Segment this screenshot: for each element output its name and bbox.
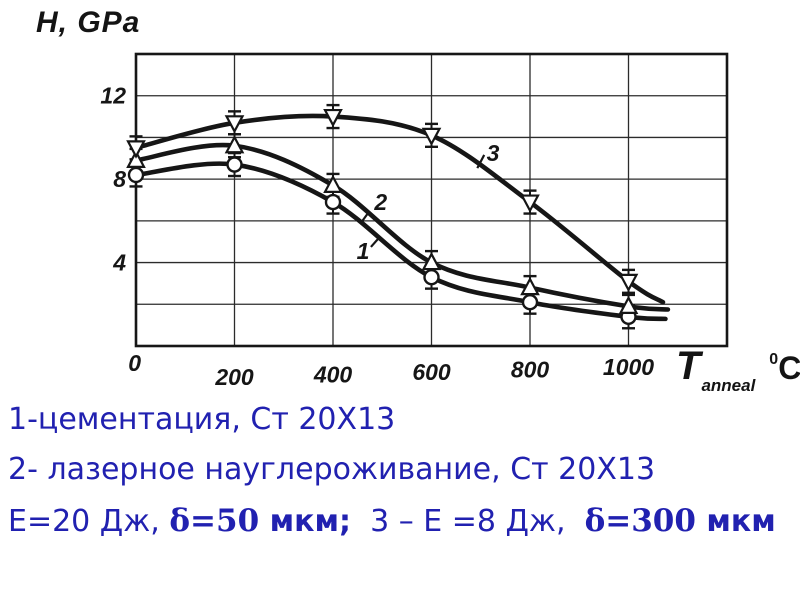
caption-segment: Е=20 Дж, (8, 504, 170, 539)
y-tick-label: 12 (100, 83, 126, 109)
caption-segment: 3 – Е =8 Дж, (351, 504, 585, 539)
marker-triangle-down (224, 115, 245, 134)
y-tick-label: 4 (112, 250, 126, 276)
y-tick-label: 8 (113, 166, 126, 192)
plot-border (134, 52, 729, 348)
y-axis-title: H, GPa (36, 6, 141, 39)
marker-circle (324, 193, 342, 211)
marker-triangle-up (618, 295, 639, 314)
x-axis-degree-sign: 0 (769, 351, 779, 368)
x-axis-unit: C (778, 350, 800, 386)
curve-label-leader (370, 236, 381, 248)
marker-circle (423, 268, 440, 286)
marker-triangle-up (126, 149, 146, 168)
x-tick-label: 200 (214, 364, 254, 390)
marker-circle (127, 166, 145, 184)
caption-segment: δ=50 (169, 503, 260, 539)
marker-triangle-down (421, 127, 442, 147)
hardness-chart: 12 3 200 400 600 800 1000 4 8 12 0 (100, 52, 729, 390)
marker-triangle-down (618, 273, 639, 293)
x-tick-label: 1000 (603, 354, 654, 380)
caption-line-1: 1-цементация, Ст 20X13 (8, 402, 396, 437)
marker-circle (521, 294, 539, 311)
marker-triangle-up (224, 134, 245, 154)
x-tick-label: 800 (511, 357, 550, 383)
marker-circle (226, 156, 243, 173)
marker-triangle-up (323, 174, 343, 193)
caption-segment: δ=300 (584, 503, 696, 539)
series-curve-2 (133, 142, 671, 312)
marker-triangle-up (520, 276, 540, 296)
curve-label-3: 3 (487, 140, 500, 166)
x-tick-label: 400 (313, 362, 353, 388)
caption-line-2: 2- лазерное науглероживание, Ст 20X13 (8, 452, 656, 487)
curve-label-1: 1 (357, 238, 370, 264)
curve-label-leader (476, 154, 486, 169)
curve-label-2: 2 (373, 189, 387, 215)
x-axis-subscript: anneal (701, 376, 756, 395)
caption-line-3: Е=20 Дж, δ=50 мкм; 3 – Е =8 Дж, δ=300 мк… (8, 503, 776, 539)
caption-segment: мкм (695, 504, 776, 539)
x-axis-symbol: T (676, 344, 701, 388)
marker-triangle-down (323, 108, 343, 128)
caption-segment: мкм; (259, 504, 351, 539)
x-axis-title: Tanneal 0C (676, 344, 800, 396)
marker-triangle-up (421, 251, 442, 271)
marker-triangle-down (126, 140, 146, 159)
x-tick-label: 600 (412, 359, 451, 385)
origin-label: 0 (128, 350, 141, 376)
curve-label-leader (359, 211, 370, 225)
marker-triangle-down (520, 194, 540, 213)
